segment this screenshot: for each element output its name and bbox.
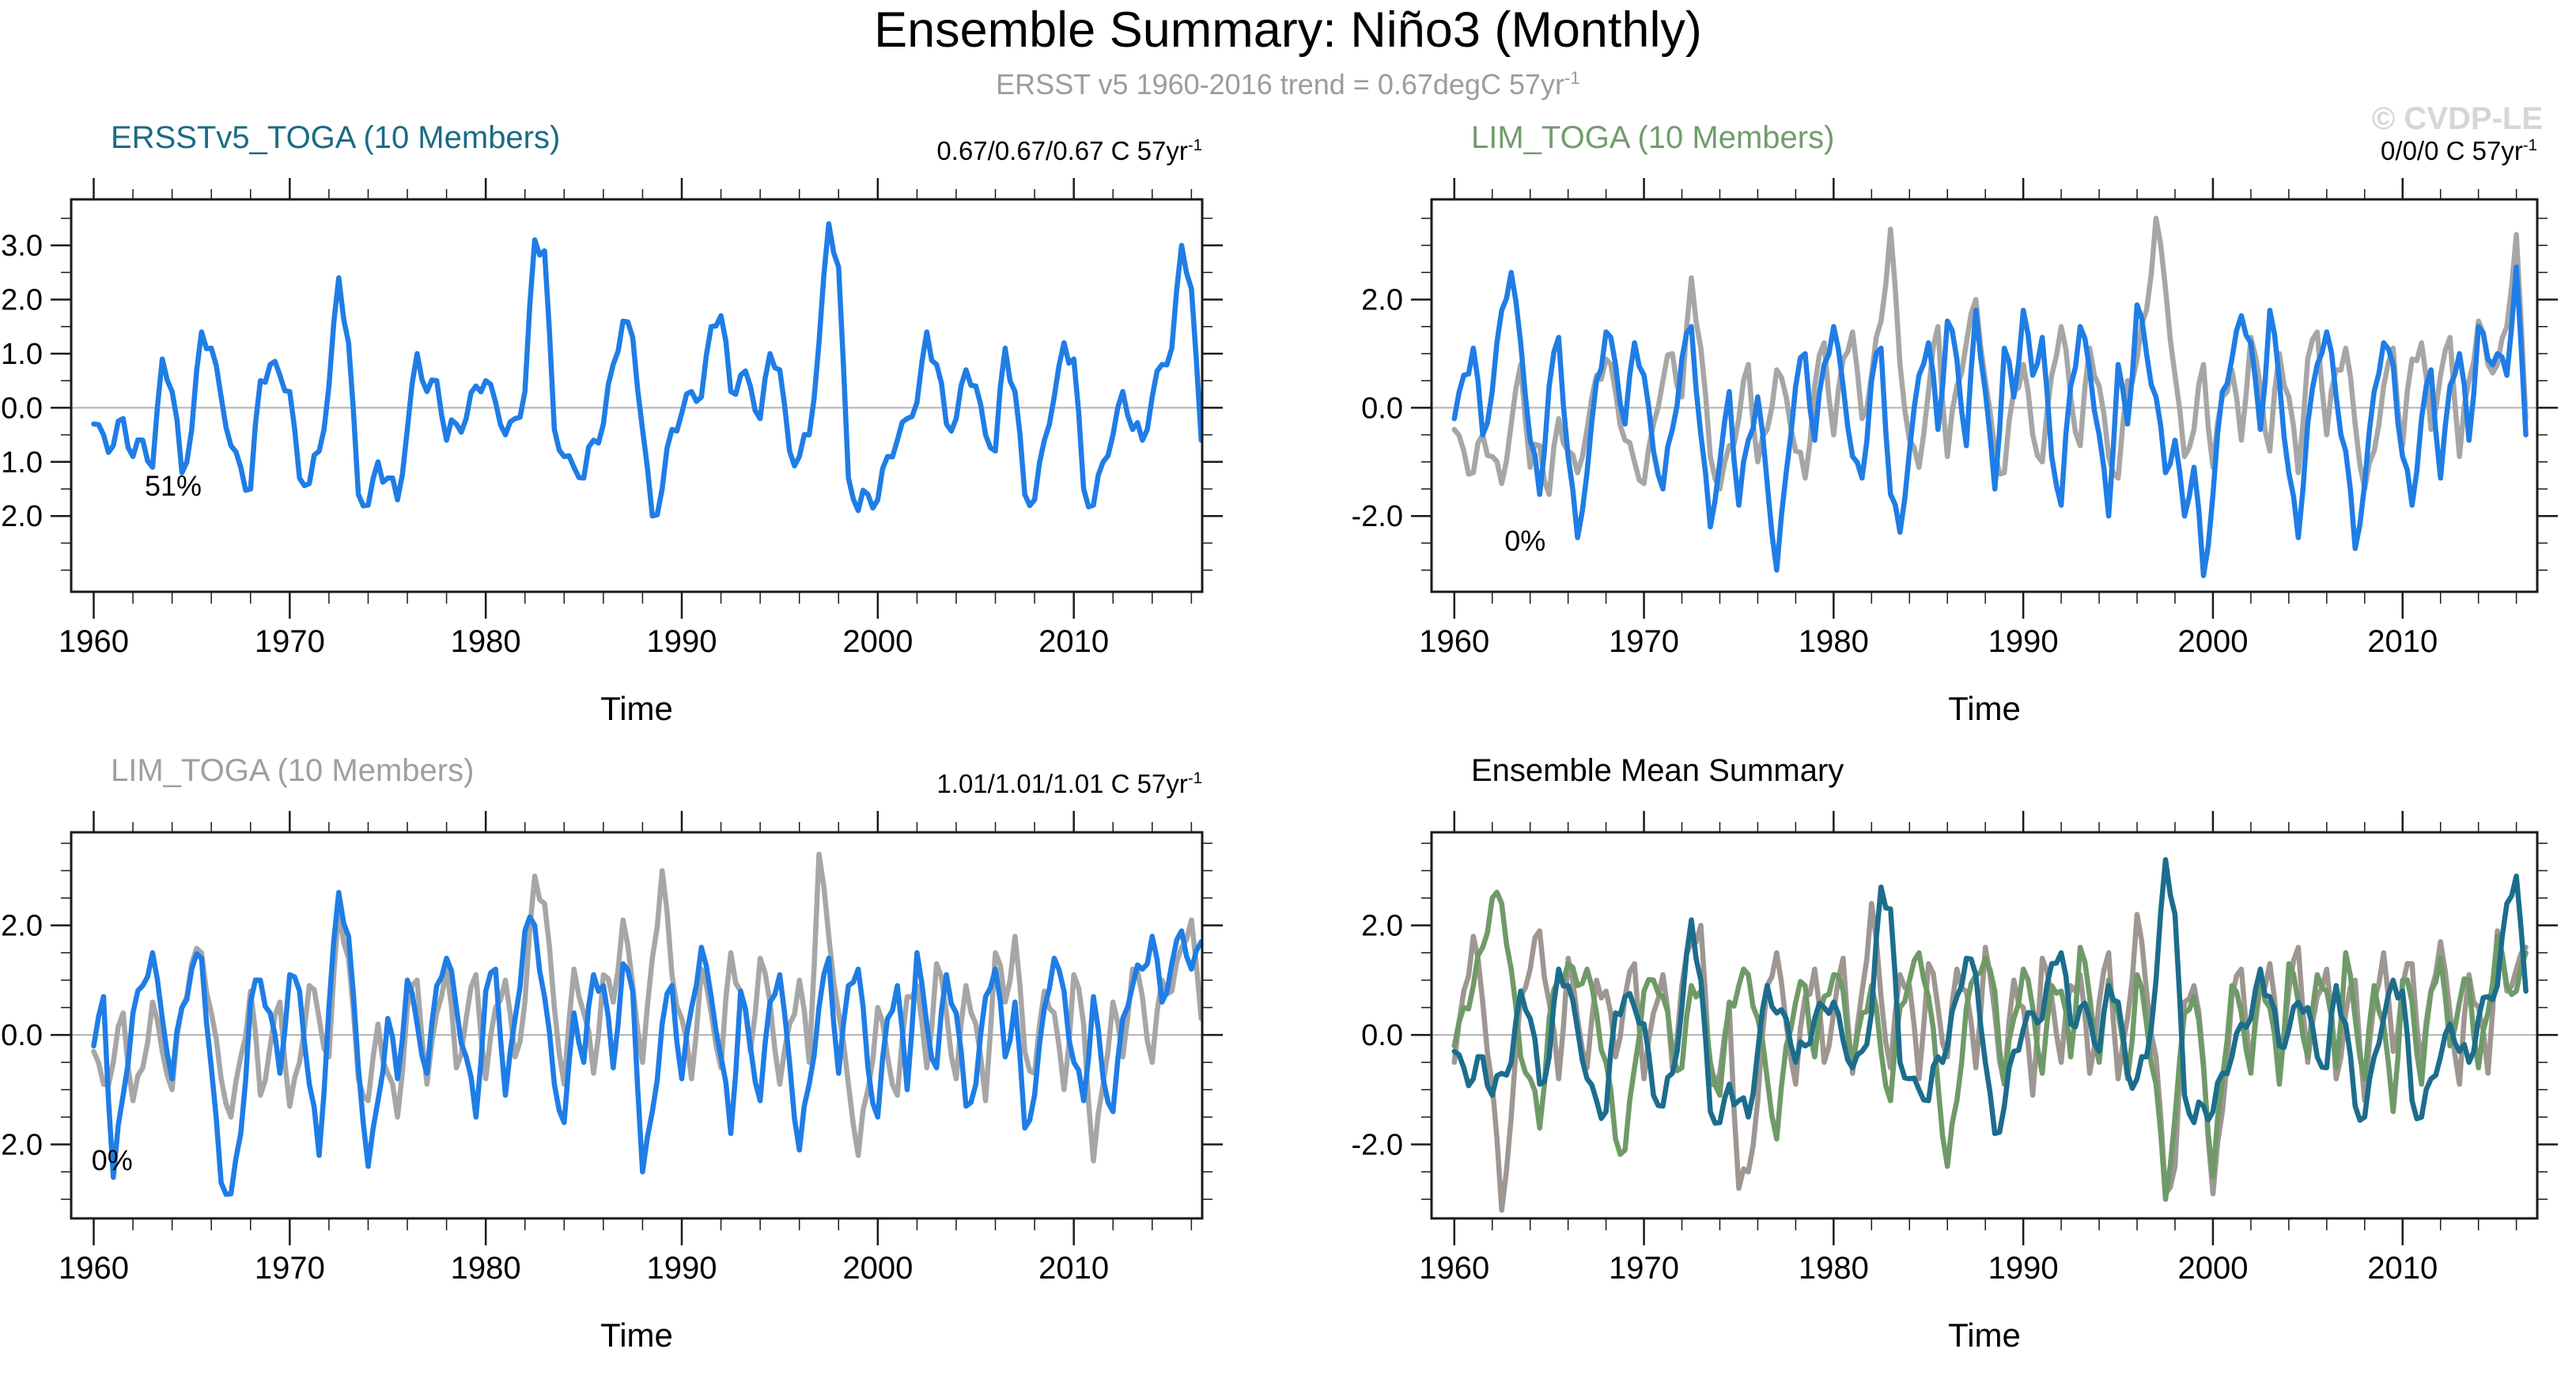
x-axis-label: Time (600, 1316, 673, 1354)
x-tick-label: 1990 (1988, 1251, 2059, 1286)
percent-annotation: 51% (145, 469, 202, 502)
y-tick-label: 2.0 (1, 910, 43, 943)
figure-subtitle-sup: -1 (1564, 68, 1580, 88)
panel-2: 1960 1970 1980 1990 2000 2010 -2.0 0.0 2.0 Time 0% (0, 811, 1223, 1354)
x-tick-label: 1970 (255, 1251, 325, 1286)
y-tick-label: 0.0 (1361, 392, 1403, 425)
panel-1: 1960 1970 1980 1990 2000 2010 -2.0 0.0 2.0 Time 0% (1352, 178, 2558, 727)
x-tick-label: 1960 (59, 1251, 129, 1286)
x-tick-label: 1970 (1609, 624, 1679, 659)
y-tick-label: 0.0 (1, 1019, 43, 1052)
series-teal_line (1451, 857, 2529, 1136)
x-tick-label: 2000 (2177, 1251, 2248, 1286)
percent-annotation: 0% (1504, 525, 1545, 557)
page-title: Ensemble Summary: Niño3 (Monthly) (874, 2, 1702, 58)
series-blue_line (91, 221, 1202, 519)
trend-sup: -1 (2522, 136, 2537, 154)
series-gray_line (1451, 215, 2529, 498)
trend-value: 0/0/0 C 57yr (2381, 136, 2523, 165)
x-tick-label: 1980 (451, 1251, 521, 1286)
trend-value: 1.01/1.01/1.01 C 57yr (936, 769, 1188, 798)
y-tick-label: 2.0 (1361, 284, 1403, 317)
percent-annotation: 0% (92, 1144, 133, 1176)
y-tick-label: -2.0 (1352, 500, 1403, 533)
y-tick-label: 0.0 (1, 392, 43, 425)
x-tick-label: 2000 (2177, 624, 2248, 659)
x-tick-label: 2000 (842, 624, 913, 659)
x-tick-label: 1970 (1609, 1251, 1679, 1286)
plot-frame (70, 831, 1204, 1220)
x-tick-label: 1960 (59, 624, 129, 659)
panel-0: 1960 1970 1980 1990 2000 2010 -2.0 -1.0 0.0 1.0 2.… (0, 178, 1223, 727)
panel-trend-lim-toga-gray: 1.01/1.01/1.01 C 57yr-1 (71, 769, 1202, 799)
series-green_line (1451, 889, 2529, 1203)
plot-frame (70, 198, 1204, 593)
trend-value: 0.67/0.67/0.67 C 57yr (936, 136, 1188, 165)
x-tick-label: 1980 (1799, 1251, 1869, 1286)
panel-trend-lim-toga-green: 0/0/0 C 57yr-1 (1432, 136, 2537, 166)
panel-title-lim-toga-green: LIM_TOGA (10 Members) (1471, 120, 1835, 155)
x-tick-label: 1970 (255, 624, 325, 659)
plot-frame (1430, 198, 2539, 593)
panel-title-ensemble-mean-summary: Ensemble Mean Summary (1471, 753, 1844, 788)
y-tick-label: -2.0 (1352, 1129, 1403, 1162)
x-tick-label: 1980 (451, 624, 521, 659)
y-tick-label: 0.0 (1361, 1019, 1403, 1052)
series-blue_line (1451, 264, 2529, 578)
x-axis-label: Time (1948, 1316, 2021, 1354)
y-tick-label: 3.0 (1, 229, 43, 263)
figure-subtitle: ERSST v5 1960-2016 trend = 0.67degC 57yr… (0, 68, 2576, 101)
panel-3: 1960 1970 1980 1990 2000 2010 -2.0 0.0 2.0 Time (1352, 811, 2558, 1354)
y-tick-label: -2.0 (0, 500, 43, 533)
x-tick-label: 2010 (2367, 1251, 2438, 1286)
figure-subtitle-text: ERSST v5 1960-2016 trend = 0.67degC 57yr (996, 68, 1564, 100)
panel-title-lim-toga-gray: LIM_TOGA (10 Members) (111, 753, 475, 788)
y-tick-label: 1.0 (1, 338, 43, 371)
trend-sup: -1 (1187, 769, 1202, 787)
y-tick-label: -1.0 (0, 446, 43, 479)
x-tick-label: 1990 (1988, 624, 2059, 659)
x-tick-label: 1960 (1419, 624, 1489, 659)
x-tick-label: 2000 (842, 1251, 913, 1286)
x-tick-label: 1980 (1799, 624, 1869, 659)
plot-frame (1430, 831, 2539, 1220)
x-tick-label: 2010 (1038, 624, 1109, 659)
x-tick-label: 2010 (1038, 1251, 1109, 1286)
x-tick-label: 1990 (647, 1251, 717, 1286)
x-axis-label: Time (600, 690, 673, 727)
y-tick-label: 2.0 (1361, 910, 1403, 943)
cvdp-le-watermark: © CVDP-LE (2371, 101, 2543, 136)
x-tick-label: 2010 (2367, 624, 2438, 659)
y-tick-label: 2.0 (1, 284, 43, 317)
trend-sup: -1 (1187, 136, 1202, 154)
panel-title-ersstv5-toga: ERSSTv5_TOGA (10 Members) (111, 120, 561, 155)
series-blue_line (91, 889, 1202, 1197)
x-tick-label: 1990 (647, 624, 717, 659)
x-axis-label: Time (1948, 690, 2021, 727)
panel-trend-ersstv5-toga: 0.67/0.67/0.67 C 57yr-1 (71, 136, 1202, 166)
x-tick-label: 1960 (1419, 1251, 1489, 1286)
series-gray_line (91, 851, 1202, 1164)
y-tick-label: -2.0 (0, 1129, 43, 1162)
